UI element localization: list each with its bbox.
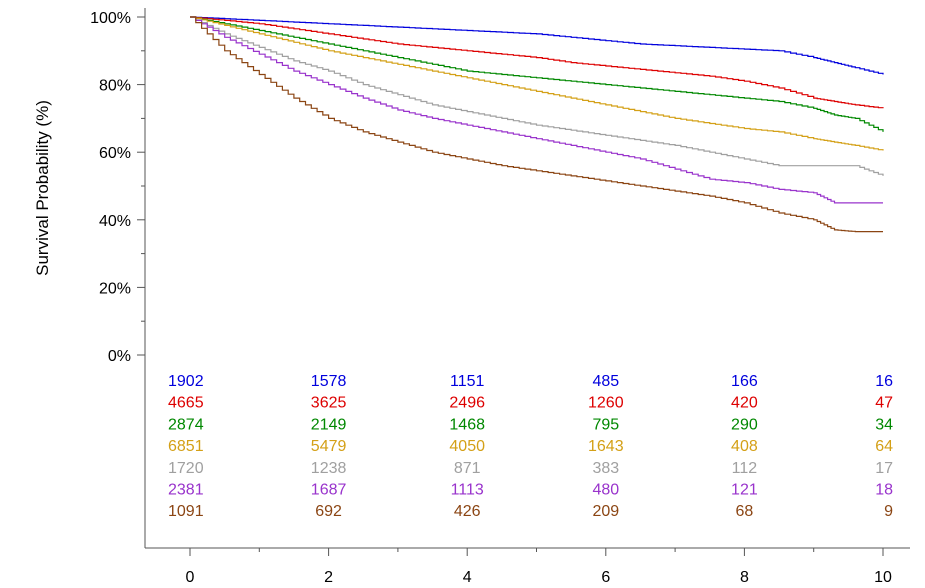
risk-count: 64 — [875, 438, 893, 455]
risk-count: 1643 — [588, 438, 624, 455]
survival-curve-6 — [190, 16, 883, 204]
risk-count: 2496 — [449, 395, 485, 412]
risk-count: 1238 — [311, 460, 347, 477]
risk-count: 426 — [454, 503, 481, 520]
y-tick-label: 0% — [108, 348, 131, 365]
risk-count: 209 — [592, 503, 619, 520]
risk-count: 17 — [875, 460, 893, 477]
risk-count: 795 — [592, 416, 619, 433]
x-tick-label: 8 — [740, 569, 749, 586]
risk-count: 9 — [884, 503, 893, 520]
risk-count: 485 — [592, 373, 619, 390]
risk-count: 34 — [875, 416, 893, 433]
risk-count: 18 — [875, 482, 893, 499]
risk-count: 1113 — [451, 482, 484, 499]
risk-count: 68 — [736, 503, 754, 520]
survival-curve-7 — [190, 16, 883, 233]
x-tick-label: 6 — [601, 569, 610, 586]
risk-count: 2149 — [311, 416, 347, 433]
risk-count: 4665 — [168, 395, 204, 412]
survival-curve-1 — [190, 16, 884, 75]
risk-count: 166 — [731, 373, 758, 390]
x-tick-label: 0 — [186, 569, 195, 586]
risk-count: 1578 — [311, 373, 347, 390]
y-tick-label: 40% — [99, 213, 131, 230]
x-tick-label: 2 — [324, 569, 333, 586]
risk-count: 6851 — [168, 438, 204, 455]
risk-table: 1902 1578 1151 485 166 16 4665 3625 2496 1260 420 4… — [168, 373, 893, 520]
survival-curve-5 — [190, 16, 884, 176]
risk-count: 692 — [315, 503, 342, 520]
risk-count: 420 — [731, 395, 758, 412]
axes: 0%20%40%60%80%100%0 2 4 6 8 10 — [90, 8, 910, 586]
risk-count: 1720 — [168, 460, 204, 477]
risk-count: 16 — [875, 373, 893, 390]
risk-count: 112 — [732, 460, 758, 477]
y-tick-label: 60% — [99, 145, 131, 162]
risk-count: 1151 — [450, 373, 485, 390]
y-tick-label: 80% — [99, 78, 131, 95]
risk-count: 2381 — [168, 482, 204, 499]
x-tick-label: 4 — [463, 569, 472, 586]
y-tick-label: 20% — [99, 280, 131, 297]
survival-curve-4 — [190, 16, 884, 151]
risk-count: 121 — [731, 482, 758, 499]
risk-count: 1687 — [311, 482, 347, 499]
risk-count: 480 — [592, 482, 619, 499]
y-axis-title: Survival Probability (%) — [33, 100, 52, 276]
survival-curve-2 — [190, 16, 884, 109]
risk-count: 871 — [454, 460, 481, 477]
risk-count: 4050 — [449, 438, 485, 455]
risk-count: 1260 — [588, 395, 624, 412]
risk-count: 383 — [592, 460, 619, 477]
y-tick-label: 100% — [90, 10, 131, 27]
risk-count: 5479 — [311, 438, 347, 455]
risk-count: 1902 — [168, 373, 204, 390]
risk-count: 3625 — [311, 395, 347, 412]
survival-curve-3 — [190, 16, 884, 132]
risk-count: 2874 — [168, 416, 204, 433]
risk-count: 1091 — [168, 503, 204, 520]
risk-count: 1468 — [449, 416, 485, 433]
risk-count: 290 — [731, 416, 758, 433]
risk-count: 47 — [875, 395, 893, 412]
risk-count: 408 — [731, 438, 758, 455]
series-layer — [190, 16, 884, 233]
x-tick-label: 10 — [874, 569, 892, 586]
